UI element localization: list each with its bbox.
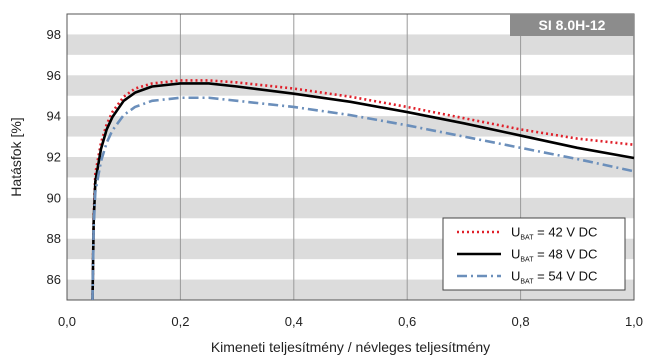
x-tick-labels: 0,0 0,2 0,4 0,6 0,8 1,0 xyxy=(58,314,643,329)
background-bands xyxy=(67,14,634,300)
model-badge-label: SI 8.0H-12 xyxy=(539,17,606,33)
gray-band xyxy=(67,157,634,178)
legend-label-1: UBAT = 42 V DC xyxy=(511,225,597,242)
x-tick-label: 1,0 xyxy=(625,314,643,329)
model-badge-background xyxy=(510,14,634,36)
series-lines xyxy=(91,79,635,301)
legend-label-2: UBAT = 48 V DC xyxy=(511,247,597,264)
x-tick-label: 0,0 xyxy=(58,314,76,329)
x-tick-label: 0,8 xyxy=(512,314,530,329)
y-tick-label: 98 xyxy=(47,27,61,42)
y-tick-label: 86 xyxy=(47,272,61,287)
y-tick-label: 92 xyxy=(47,150,61,165)
gray-band xyxy=(67,116,634,137)
y-axis-title: Hatásfok [%] xyxy=(8,117,24,196)
y-tick-label: 96 xyxy=(47,68,61,83)
vertical-gridlines xyxy=(179,14,522,300)
y-tick-label: 94 xyxy=(47,109,61,124)
gray-band xyxy=(67,197,634,219)
x-axis-title: Kimeneti teljesítmény / névleges teljesí… xyxy=(211,339,490,355)
legend-label-3: UBAT = 54 V DC xyxy=(511,269,597,286)
x-tick-label: 0,6 xyxy=(398,314,416,329)
gray-band xyxy=(67,34,634,55)
x-tick-label: 0,4 xyxy=(285,314,303,329)
model-badge: SI 8.0H-12 xyxy=(510,14,634,36)
y-tick-labels: 86 88 90 92 94 96 98 xyxy=(47,27,61,287)
gray-band xyxy=(67,75,634,96)
y-tick-label: 90 xyxy=(47,190,61,205)
y-tick-label: 88 xyxy=(47,231,61,246)
x-tick-label: 0,2 xyxy=(171,314,189,329)
legend: UBAT = 42 V DC UBAT = 48 V DC UBAT = 54 V … xyxy=(442,217,626,291)
series-line-1 xyxy=(91,79,635,301)
series-line-2 xyxy=(91,82,635,301)
